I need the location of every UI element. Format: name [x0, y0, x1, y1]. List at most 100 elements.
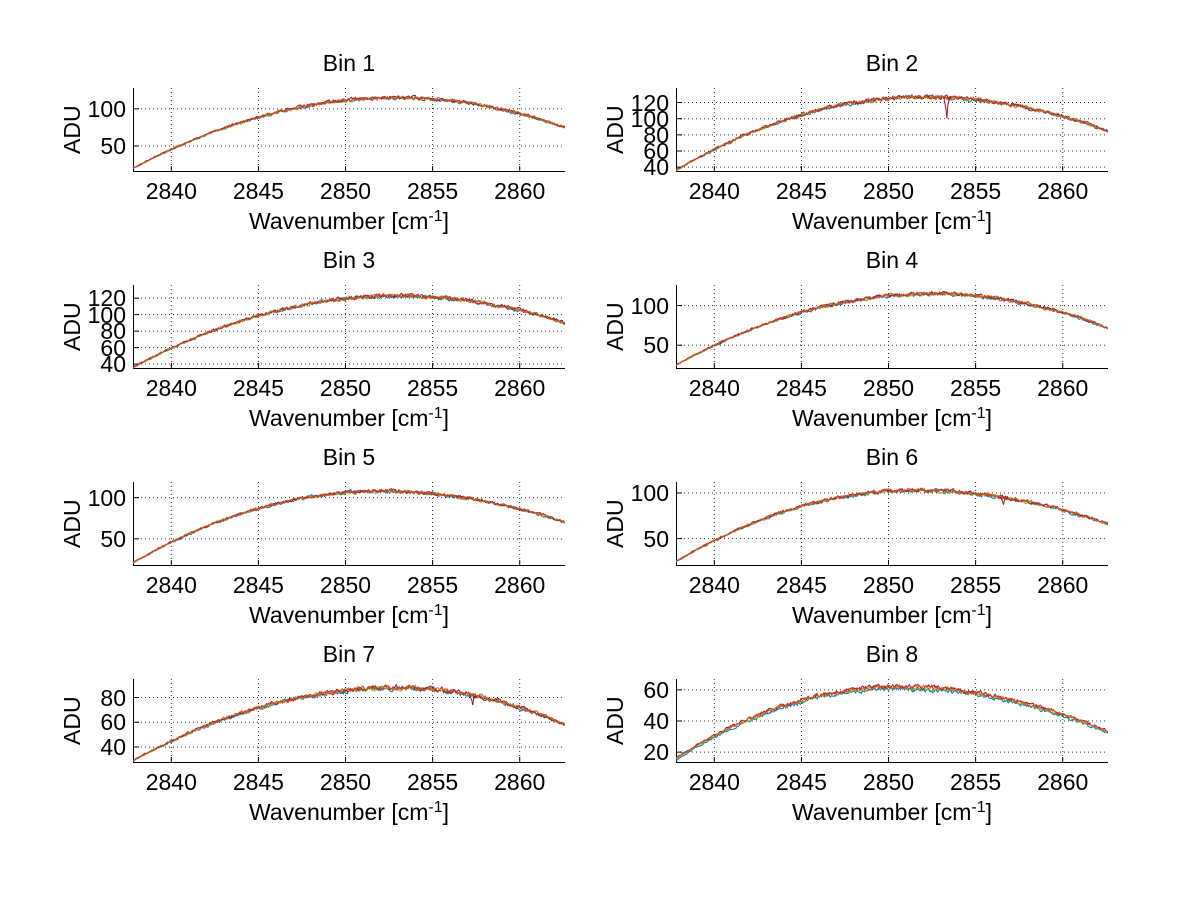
y-tick-label: 50 — [100, 525, 126, 552]
spectrum-trace — [676, 684, 1108, 760]
x-axis-label-exponent: -1 — [428, 799, 443, 816]
x-axis-label-text: Wavenumber [cm — [792, 602, 972, 628]
x-axis-label-text: Wavenumber [cm — [249, 799, 429, 825]
spectrum-trace — [133, 684, 565, 762]
subplot-bin-1: Bin 1 ADU 50 100 2840 2845 2850 2855 2860 Wavenum… — [20, 38, 576, 234]
spectrum-trace — [133, 292, 565, 368]
x-axis-label: Wavenumber [cm-1] — [676, 798, 1108, 828]
subplot-bin-7: Bin 7 ADU 40 60 80 2840 2845 2850 2855 2860 Wavenu… — [20, 629, 576, 825]
spectrum-trace — [133, 489, 565, 564]
x-tick-label: 2855 — [950, 178, 1002, 204]
x-axis-label: Wavenumber [cm-1] — [676, 404, 1108, 434]
spectrum-trace — [133, 95, 565, 169]
x-axis-label: Wavenumber [cm-1] — [133, 404, 565, 434]
x-tick-label: 2850 — [862, 375, 915, 401]
x-tick-label: 2840 — [688, 178, 740, 204]
spectrum-trace — [133, 684, 565, 762]
x-axis-label-exponent: -1 — [971, 208, 986, 225]
x-tick-label: 2855 — [407, 178, 459, 204]
plot-title: Bin 6 — [865, 444, 919, 470]
x-tick-label: 2840 — [145, 769, 197, 795]
y-tick-label: 120 — [630, 89, 669, 116]
plot-title: Bin 3 — [322, 247, 376, 273]
x-tick-label: 2840 — [688, 769, 740, 795]
spectrum-trace — [676, 94, 1108, 171]
x-axis-label-close-bracket: ] — [985, 799, 992, 825]
spectrum-trace — [676, 93, 1108, 171]
spectrum-trace — [676, 290, 1108, 366]
y-tick-label: 60 — [643, 676, 669, 703]
x-tick-label: 2845 — [775, 178, 827, 204]
x-axis-label-exponent: -1 — [971, 799, 986, 816]
plot-area — [133, 88, 565, 172]
y-tick-label: 20 — [643, 739, 669, 766]
spectrum-trace — [676, 94, 1108, 171]
x-tick-label: 2845 — [232, 769, 284, 795]
spectrum-trace — [676, 487, 1108, 562]
x-tick-label: 2840 — [688, 572, 740, 598]
x-tick-label: 2860 — [494, 375, 546, 401]
x-tick-label: 2840 — [688, 375, 740, 401]
x-tick-label: 2850 — [319, 178, 372, 204]
spectrum-trace — [676, 291, 1108, 366]
x-tick-label: 2850 — [319, 769, 372, 795]
x-axis-label-close-bracket: ] — [442, 208, 449, 234]
x-axis-label-text: Wavenumber [cm — [249, 405, 429, 431]
y-tick-label: 100 — [87, 484, 126, 511]
x-axis-label-close-bracket: ] — [442, 799, 449, 825]
spectrum-trace — [676, 487, 1108, 562]
x-axis-label-exponent: -1 — [428, 208, 443, 225]
subplot-bin-2: Bin 2 ADU 40 60 80 100 120 2840 2845 2850 2855 2860… — [563, 38, 1119, 234]
plot-area — [676, 679, 1108, 763]
spectrum-trace — [133, 292, 565, 368]
y-tick-label: 40 — [643, 154, 669, 181]
x-tick-label: 2860 — [1037, 572, 1089, 598]
y-tick-label: 100 — [630, 479, 669, 506]
y-tick-label: 50 — [643, 525, 669, 552]
x-axis-label-close-bracket: ] — [442, 405, 449, 431]
x-axis-label-close-bracket: ] — [985, 405, 992, 431]
x-axis-label: Wavenumber [cm-1] — [133, 798, 565, 828]
x-axis-label: Wavenumber [cm-1] — [676, 207, 1108, 237]
plot-area — [133, 285, 565, 369]
y-tick-label: 120 — [87, 285, 126, 312]
spectrum-trace — [133, 684, 565, 762]
spectrum-trace — [676, 683, 1108, 759]
plot-area — [133, 679, 565, 763]
spectrum-trace — [133, 488, 565, 564]
x-tick-label: 2860 — [494, 769, 546, 795]
y-tick-label: 100 — [87, 95, 126, 122]
subplot-bin-4: Bin 4 ADU 50 100 2840 2845 2850 2855 2860 Wavenum… — [563, 235, 1119, 431]
x-tick-label: 2855 — [950, 375, 1002, 401]
spectrum-glitch-spike — [469, 694, 477, 706]
plot-title: Bin 4 — [865, 247, 919, 273]
x-tick-label: 2840 — [145, 178, 197, 204]
x-axis-label-text: Wavenumber [cm — [249, 602, 429, 628]
y-tick-label: 100 — [630, 105, 669, 132]
x-tick-label: 2855 — [407, 769, 459, 795]
spectrum-trace — [676, 686, 1108, 762]
x-axis-label-exponent: -1 — [428, 602, 443, 619]
x-axis-label-close-bracket: ] — [985, 602, 992, 628]
x-tick-label: 2850 — [862, 572, 915, 598]
x-tick-label: 2860 — [494, 178, 546, 204]
x-tick-label: 2855 — [950, 769, 1002, 795]
x-tick-label: 2860 — [1037, 375, 1089, 401]
x-axis-label-close-bracket: ] — [442, 602, 449, 628]
y-tick-label: 60 — [100, 709, 126, 736]
y-tick-label: 80 — [643, 121, 669, 148]
plot-title: Bin 8 — [865, 641, 919, 667]
spectrum-trace — [676, 487, 1108, 563]
subplot-bin-5: Bin 5 ADU 50 100 2840 2845 2850 2855 2860 Wavenum… — [20, 432, 576, 628]
spectrum-glitch-spike — [999, 496, 1007, 505]
x-tick-label: 2860 — [1037, 769, 1089, 795]
plot-title: Bin 5 — [322, 444, 376, 470]
x-tick-label: 2845 — [775, 375, 827, 401]
x-tick-label: 2845 — [232, 178, 284, 204]
x-tick-label: 2845 — [775, 572, 827, 598]
x-tick-label: 2850 — [319, 375, 372, 401]
spectrum-trace — [676, 291, 1108, 366]
plot-title: Bin 1 — [322, 50, 376, 76]
spectrum-trace — [133, 95, 565, 170]
x-tick-label: 2855 — [407, 572, 459, 598]
